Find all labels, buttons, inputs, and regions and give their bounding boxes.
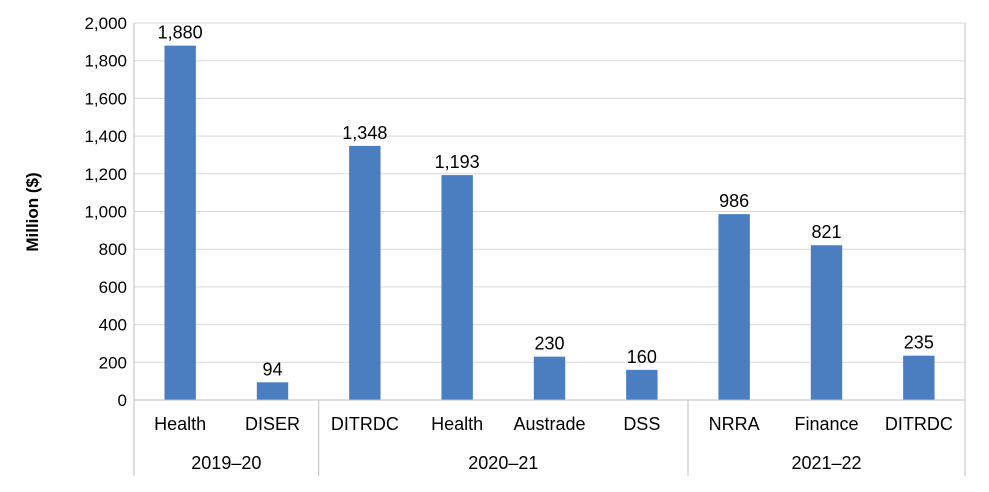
category-label: Austrade — [513, 414, 585, 434]
category-label: DITRDC — [331, 414, 399, 434]
gridlines — [134, 22, 965, 363]
bar — [349, 145, 381, 400]
category-label: Finance — [794, 414, 858, 434]
bar — [164, 45, 196, 401]
bar — [441, 175, 473, 400]
y-tick-label: 0 — [118, 391, 127, 410]
bar — [256, 382, 289, 400]
category-label: DSS — [623, 414, 660, 434]
y-tick-label: 600 — [99, 278, 127, 297]
y-tick-label: 800 — [99, 240, 127, 259]
data-label: 821 — [811, 222, 841, 242]
bars — [164, 45, 935, 401]
y-tick-label: 1,600 — [84, 89, 127, 108]
bar — [903, 355, 935, 400]
data-label: 235 — [904, 333, 934, 353]
y-tick-label: 200 — [99, 353, 127, 372]
category-label: Health — [431, 414, 483, 434]
data-label: 1,348 — [342, 123, 387, 143]
group-label: 2019–20 — [191, 453, 261, 473]
y-tick-label: 2,000 — [84, 14, 127, 33]
labels: 0 200 400 600 800 1,000 1,200 1,400 1,600 1,800 2,… — [84, 14, 952, 473]
data-label: 986 — [719, 191, 749, 211]
data-label: 160 — [627, 347, 657, 367]
group-label: 2020–21 — [468, 453, 538, 473]
y-tick-label: 1,000 — [84, 203, 127, 222]
bar — [810, 245, 843, 400]
category-label: DISER — [245, 414, 300, 434]
bar — [533, 356, 566, 400]
y-tick-label: 1,400 — [84, 127, 127, 146]
y-tick-label: 1,200 — [84, 165, 127, 184]
axes — [133, 23, 966, 476]
category-label: Health — [154, 414, 206, 434]
data-label: 1,880 — [158, 23, 203, 43]
y-tick-label: 1,800 — [84, 52, 127, 71]
category-label: NRRA — [709, 414, 760, 434]
y-axis-title: Million ($) — [23, 172, 42, 251]
data-label: 1,193 — [435, 152, 480, 172]
category-label: DITRDC — [885, 414, 953, 434]
data-label: 94 — [262, 359, 282, 379]
bar — [718, 214, 750, 400]
bar — [626, 369, 658, 400]
y-tick-label: 400 — [99, 316, 127, 335]
group-label: 2021–22 — [791, 453, 861, 473]
data-label: 230 — [534, 334, 564, 354]
